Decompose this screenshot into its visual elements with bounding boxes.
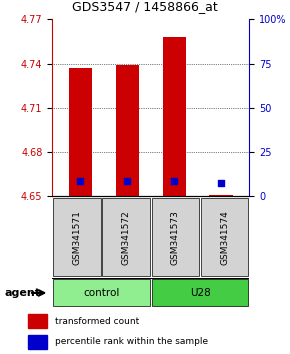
Bar — [28, 314, 47, 328]
Text: transformed count: transformed count — [55, 317, 139, 326]
Point — [78, 178, 83, 183]
Point — [125, 178, 130, 183]
Text: GSM341572: GSM341572 — [122, 210, 131, 264]
Text: U28: U28 — [190, 288, 211, 298]
Bar — [69, 68, 92, 196]
Text: GSM341571: GSM341571 — [72, 210, 81, 265]
FancyBboxPatch shape — [152, 198, 199, 276]
Bar — [162, 37, 186, 196]
Text: percentile rank within the sample: percentile rank within the sample — [55, 337, 208, 346]
Point — [219, 181, 224, 186]
Text: GSM341573: GSM341573 — [171, 210, 180, 265]
Text: GDS3547 / 1458866_at: GDS3547 / 1458866_at — [72, 0, 218, 13]
Text: GSM341574: GSM341574 — [220, 210, 229, 264]
FancyBboxPatch shape — [201, 198, 249, 276]
Text: agent: agent — [4, 288, 40, 298]
Point — [172, 178, 177, 183]
Bar — [28, 335, 47, 349]
FancyBboxPatch shape — [53, 198, 101, 276]
Text: control: control — [83, 288, 120, 298]
Bar — [116, 65, 139, 196]
FancyBboxPatch shape — [53, 279, 150, 307]
Bar — [209, 195, 233, 196]
FancyBboxPatch shape — [152, 279, 249, 307]
FancyBboxPatch shape — [102, 198, 150, 276]
